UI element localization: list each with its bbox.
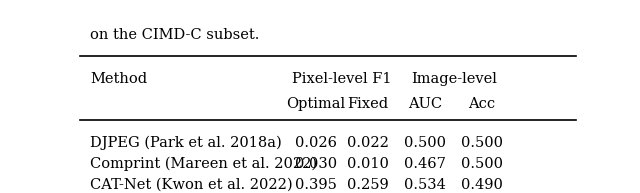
Text: 0.395: 0.395 [294,178,337,192]
Text: 0.026: 0.026 [294,136,337,150]
Text: 0.500: 0.500 [461,157,503,171]
Text: Pixel-level F1: Pixel-level F1 [292,72,391,86]
Text: Image-level: Image-level [412,72,497,86]
Text: on the CIMD-C subset.: on the CIMD-C subset. [90,28,259,42]
Text: Acc: Acc [468,97,495,112]
Text: Fixed: Fixed [347,97,388,112]
Text: 0.467: 0.467 [404,157,445,171]
Text: Optimal: Optimal [286,97,345,112]
Text: 0.030: 0.030 [294,157,337,171]
Text: 0.500: 0.500 [461,136,503,150]
Text: 0.500: 0.500 [404,136,445,150]
Text: 0.490: 0.490 [461,178,502,192]
Text: 0.022: 0.022 [347,136,388,150]
Text: DJPEG (Park et al. 2018a): DJPEG (Park et al. 2018a) [90,136,282,151]
Text: 0.010: 0.010 [347,157,388,171]
Text: AUC: AUC [408,97,442,112]
Text: Comprint (Mareen et al. 2022): Comprint (Mareen et al. 2022) [90,157,317,171]
Text: CAT-Net (Kwon et al. 2022): CAT-Net (Kwon et al. 2022) [90,178,292,192]
Text: Method: Method [90,72,147,86]
Text: 0.259: 0.259 [347,178,388,192]
Text: 0.534: 0.534 [404,178,445,192]
